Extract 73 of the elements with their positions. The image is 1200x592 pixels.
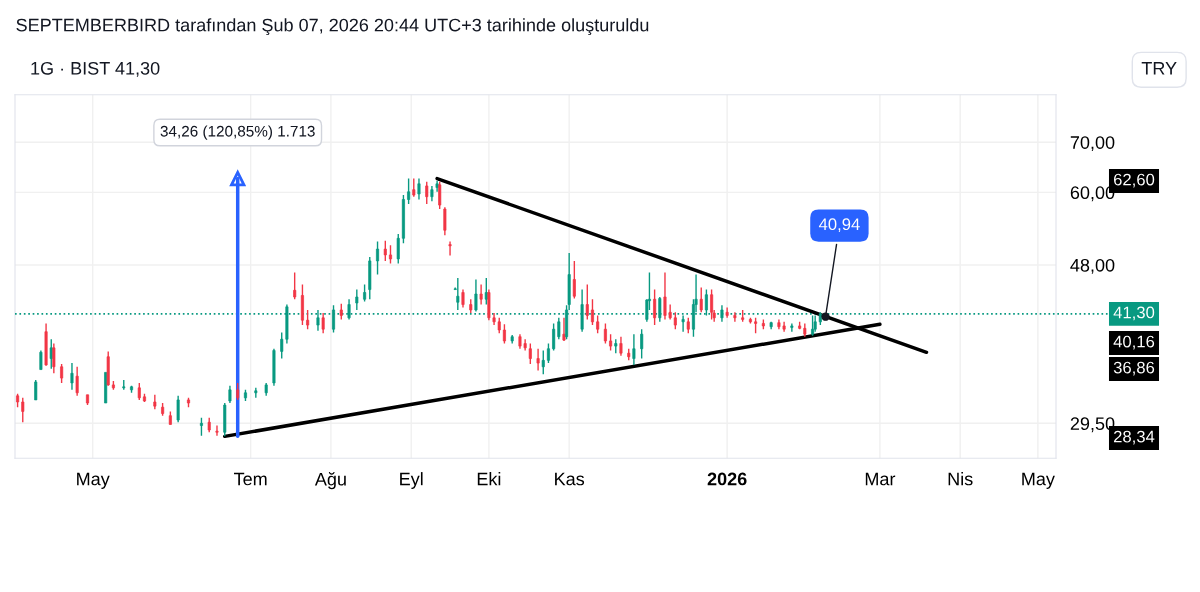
candlestick (388, 244, 392, 265)
candlestick (383, 240, 387, 262)
text: SEPTEMBERBIRD tarafından Şub 07, 2026 20:44 UTC+3 tarihinde oluşturuldu (16, 18, 649, 36)
candlestick (60, 363, 64, 384)
candlestick (49, 338, 53, 370)
candlestick (34, 379, 38, 401)
candlestick (75, 366, 79, 397)
x-tick-label: Eyl (400, 472, 423, 489)
candlestick (484, 277, 488, 306)
annotation: 34,26 (120,85%) 1.713 (160, 125, 315, 140)
candlestick (332, 304, 336, 334)
x-tick-label: Eki (477, 472, 501, 486)
y-tick-label: 48,00 (1070, 258, 1115, 274)
candlestick (21, 397, 25, 423)
candlestick (52, 342, 56, 375)
candlestick (306, 309, 310, 330)
y-tick-label: 29,50 (1070, 417, 1115, 433)
x-tick-label: Kas (555, 472, 585, 486)
candlestick (640, 328, 644, 360)
candlestick (479, 283, 483, 306)
candlestick (461, 288, 465, 309)
candlestick (632, 333, 636, 366)
candlestick (176, 395, 180, 423)
candlestick (443, 206, 447, 236)
candlestick (603, 322, 607, 345)
candlestick (355, 288, 359, 311)
candlestick (417, 177, 421, 201)
candlestick (557, 317, 561, 340)
x-tick-label: May (1022, 472, 1055, 489)
candlestick (215, 424, 219, 437)
candlestick (552, 322, 556, 352)
candlestick (293, 271, 297, 300)
candlestick (733, 311, 737, 323)
text: 40,16 (1113, 335, 1155, 350)
candlestick (448, 240, 452, 257)
candlestick (425, 180, 429, 205)
x-tick-label: May (77, 472, 110, 489)
candlestick (590, 298, 594, 326)
candlestick (396, 233, 400, 265)
candlestick (572, 260, 576, 300)
candlestick (790, 322, 794, 333)
candlestick (376, 240, 380, 276)
candlestick (407, 177, 411, 205)
x-tick-label: Tem (234, 472, 267, 486)
text: 36,86 (1113, 361, 1155, 376)
candlestick (502, 323, 506, 345)
x-tick-label: Nis (948, 472, 973, 486)
candlestick (619, 335, 623, 357)
candlestick (321, 312, 325, 335)
candlestick (562, 317, 566, 342)
candlestick (412, 177, 416, 198)
x-tick-label: Mar (865, 472, 896, 486)
candlestick (254, 387, 258, 399)
annotation: 40,94 (818, 218, 860, 233)
y-tick-label: 70,00 (1070, 136, 1115, 152)
candlestick (699, 286, 703, 313)
candlestick (536, 348, 540, 372)
candlestick (186, 397, 191, 408)
candlestick (541, 349, 545, 375)
chart-title: 1G · BIST 41,30 (31, 61, 160, 77)
text: 28,34 (1113, 430, 1155, 445)
candlestick (585, 283, 589, 321)
candlestick (70, 362, 74, 391)
candlestick (528, 342, 532, 365)
candlestick (39, 349, 43, 371)
text: 62,60 (1113, 173, 1155, 188)
candlestick (546, 342, 550, 364)
candlestick (85, 394, 90, 406)
x-tick-label: 2026 (707, 472, 747, 486)
x-tick-label: Ağu (314, 472, 346, 490)
candlestick (653, 288, 657, 326)
ref-line-label: 41,30 (1113, 306, 1155, 321)
text: TRY (1141, 62, 1177, 75)
